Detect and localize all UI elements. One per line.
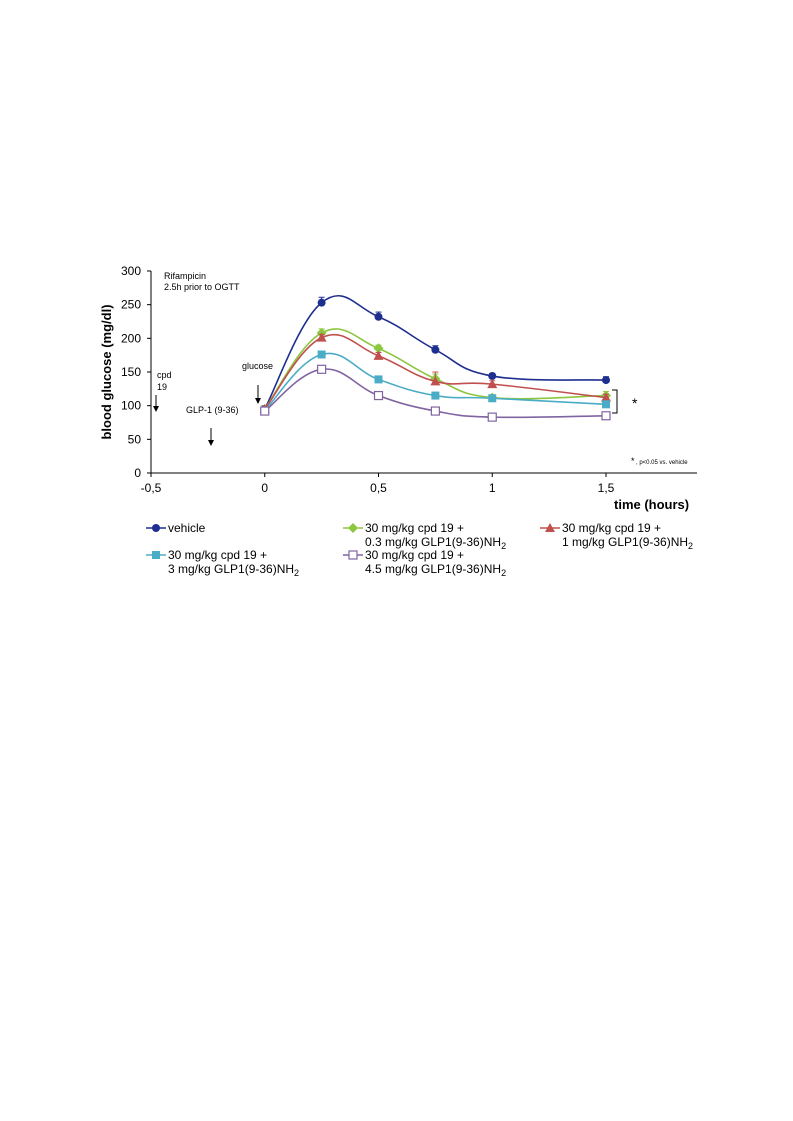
legend-label: 30 mg/kg cpd 19 + <box>365 521 464 535</box>
legend-swatch-marker <box>545 523 555 532</box>
legend-label-subscript: 2 <box>501 541 506 551</box>
x-tick-label: 1,5 <box>598 481 615 495</box>
series-line <box>264 333 607 410</box>
footnote-asterisk: * <box>631 456 635 466</box>
chart-legend: vehicle 30 mg/kg cpd 19 +0.3 mg/kg GLP1(9… <box>146 521 693 578</box>
legend-label-subscript: 2 <box>688 541 693 551</box>
x-tick-label: 0,5 <box>370 481 387 495</box>
glucose-arrow <box>255 385 261 404</box>
data-point <box>431 345 440 354</box>
legend-label: vehicle <box>168 521 206 535</box>
data-point <box>374 312 383 321</box>
data-point <box>316 332 327 342</box>
data-point <box>373 390 384 401</box>
data-point <box>373 343 384 354</box>
cpd-label: cpd <box>157 370 172 380</box>
data-point <box>317 364 327 374</box>
data-point <box>601 392 611 402</box>
data-point <box>601 411 611 421</box>
x-axis-title: time (hours) <box>614 497 689 512</box>
data-point <box>430 406 440 416</box>
legend-swatch-marker <box>152 551 160 559</box>
legend-swatch-marker <box>152 524 160 532</box>
data-point <box>373 350 384 360</box>
x-tick-label: 1 <box>489 481 496 495</box>
chart-series <box>259 295 611 422</box>
legend-item-2: 30 mg/kg cpd 19 +0.3 mg/kg GLP1(9-36)NH2 <box>343 521 506 551</box>
y-tick-label: 0 <box>134 466 141 480</box>
data-point <box>431 391 440 400</box>
significance-asterisk: * <box>632 395 638 411</box>
data-point <box>487 412 497 422</box>
data-point <box>602 400 610 409</box>
footnote-text: , p<0.05 vs. vehicle <box>636 460 688 466</box>
x-tick-label: 0 <box>261 481 268 495</box>
cpd-number-label: 19 <box>157 382 167 392</box>
legend-label-subscript: 2 <box>501 568 506 578</box>
y-axis-title: blood glucose (mg/dl) <box>99 304 114 439</box>
legend-item-1: vehicle <box>146 521 206 535</box>
series-line <box>264 352 607 411</box>
legend-label: 30 mg/kg cpd 19 + <box>168 548 267 562</box>
x-tick-label: -0,5 <box>141 481 162 495</box>
legend-label-line2: 1 mg/kg GLP1(9-36)NH2 <box>562 535 693 551</box>
data-point <box>488 394 497 403</box>
data-point <box>488 372 497 381</box>
data-point <box>487 379 498 389</box>
data-point <box>430 376 441 386</box>
y-tick-label: 150 <box>121 365 141 379</box>
rifampicin-label: Rifampicin <box>164 271 206 281</box>
legend-label-dose: 1 mg/kg GLP1(9-36)NH <box>562 535 688 549</box>
legend-swatch-marker <box>348 523 358 533</box>
glucose-label: glucose <box>242 361 273 371</box>
series-line <box>264 328 607 410</box>
y-tick-label: 300 <box>121 264 141 278</box>
series-line <box>264 295 607 410</box>
data-point <box>374 375 383 384</box>
rifampicin-timing-label: 2.5h prior to OGTT <box>164 282 240 292</box>
significance-bracket <box>612 389 618 414</box>
legend-label: 30 mg/kg cpd 19 + <box>365 548 464 562</box>
y-tick-label: 50 <box>128 432 142 446</box>
legend-swatch-marker <box>348 550 358 560</box>
legend-label-subscript: 2 <box>294 568 299 578</box>
legend-item-4: 30 mg/kg cpd 19 +3 mg/kg GLP1(9-36)NH2 <box>146 548 299 578</box>
legend-label-line2: 3 mg/kg GLP1(9-36)NH2 <box>168 562 299 578</box>
data-point <box>317 350 326 359</box>
y-tick-label: 250 <box>121 298 141 312</box>
data-point <box>260 406 270 416</box>
glp1-arrow <box>208 428 214 446</box>
legend-item-5: 30 mg/kg cpd 19 +4.5 mg/kg GLP1(9-36)NH2 <box>343 548 506 578</box>
glp1-label: GLP-1 (9-36) <box>186 405 239 415</box>
legend-label-line2: 0.3 mg/kg GLP1(9-36)NH2 <box>365 535 506 551</box>
legend-label-dose: 3 mg/kg GLP1(9-36)NH <box>168 562 294 576</box>
y-tick-label: 200 <box>121 331 141 345</box>
y-tick-label: 100 <box>121 399 141 413</box>
legend-label-dose: 0.3 mg/kg GLP1(9-36)NH <box>365 535 501 549</box>
data-point <box>317 298 326 307</box>
data-point <box>602 376 610 385</box>
legend-label: 30 mg/kg cpd 19 + <box>562 521 661 535</box>
legend-label-dose: 4.5 mg/kg GLP1(9-36)NH <box>365 562 501 576</box>
cpd-arrow <box>153 395 159 412</box>
legend-item-3: 30 mg/kg cpd 19 +1 mg/kg GLP1(9-36)NH2 <box>540 521 693 551</box>
series-line <box>264 368 607 419</box>
series-5 <box>260 364 611 422</box>
legend-label-line2: 4.5 mg/kg GLP1(9-36)NH2 <box>365 562 506 578</box>
